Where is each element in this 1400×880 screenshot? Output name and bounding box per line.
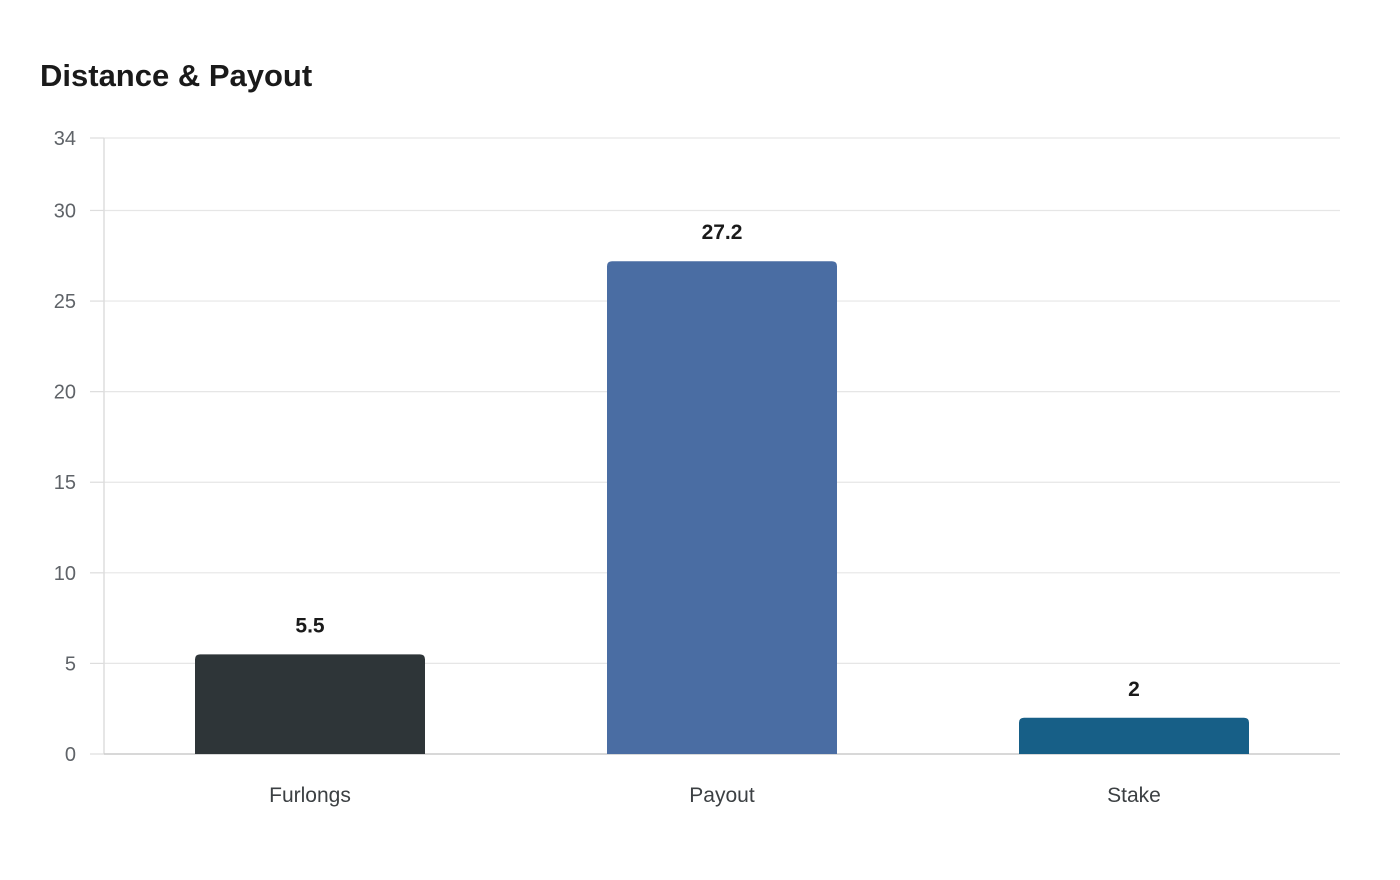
bar-stake <box>1019 717 1249 754</box>
x-tick-label: Furlongs <box>269 784 351 807</box>
category-labels: Furlongs Payout Stake <box>269 784 1161 807</box>
value-labels: 5.5 27.2 2 <box>295 221 1139 701</box>
y-tick-label: 0 <box>65 744 76 766</box>
y-tick-label: 25 <box>54 291 76 313</box>
bar-payout <box>607 261 837 754</box>
y-axis-ticks: 0 5 10 15 20 25 30 34 <box>54 128 104 766</box>
data-label: 5.5 <box>295 614 325 637</box>
bars <box>195 261 1249 754</box>
y-tick-label: 15 <box>54 472 76 494</box>
y-tick-label: 5 <box>65 653 76 675</box>
data-label: 2 <box>1128 678 1140 701</box>
x-tick-label: Payout <box>689 784 755 807</box>
chart-title: Distance & Payout <box>40 58 313 93</box>
y-tick-label: 20 <box>54 382 76 404</box>
y-tick-label: 30 <box>54 200 76 222</box>
y-tick-label: 10 <box>54 563 76 585</box>
y-tick-label: 34 <box>54 128 76 150</box>
data-label: 27.2 <box>702 221 743 244</box>
x-tick-label: Stake <box>1107 784 1161 807</box>
bar-furlongs <box>195 654 425 754</box>
